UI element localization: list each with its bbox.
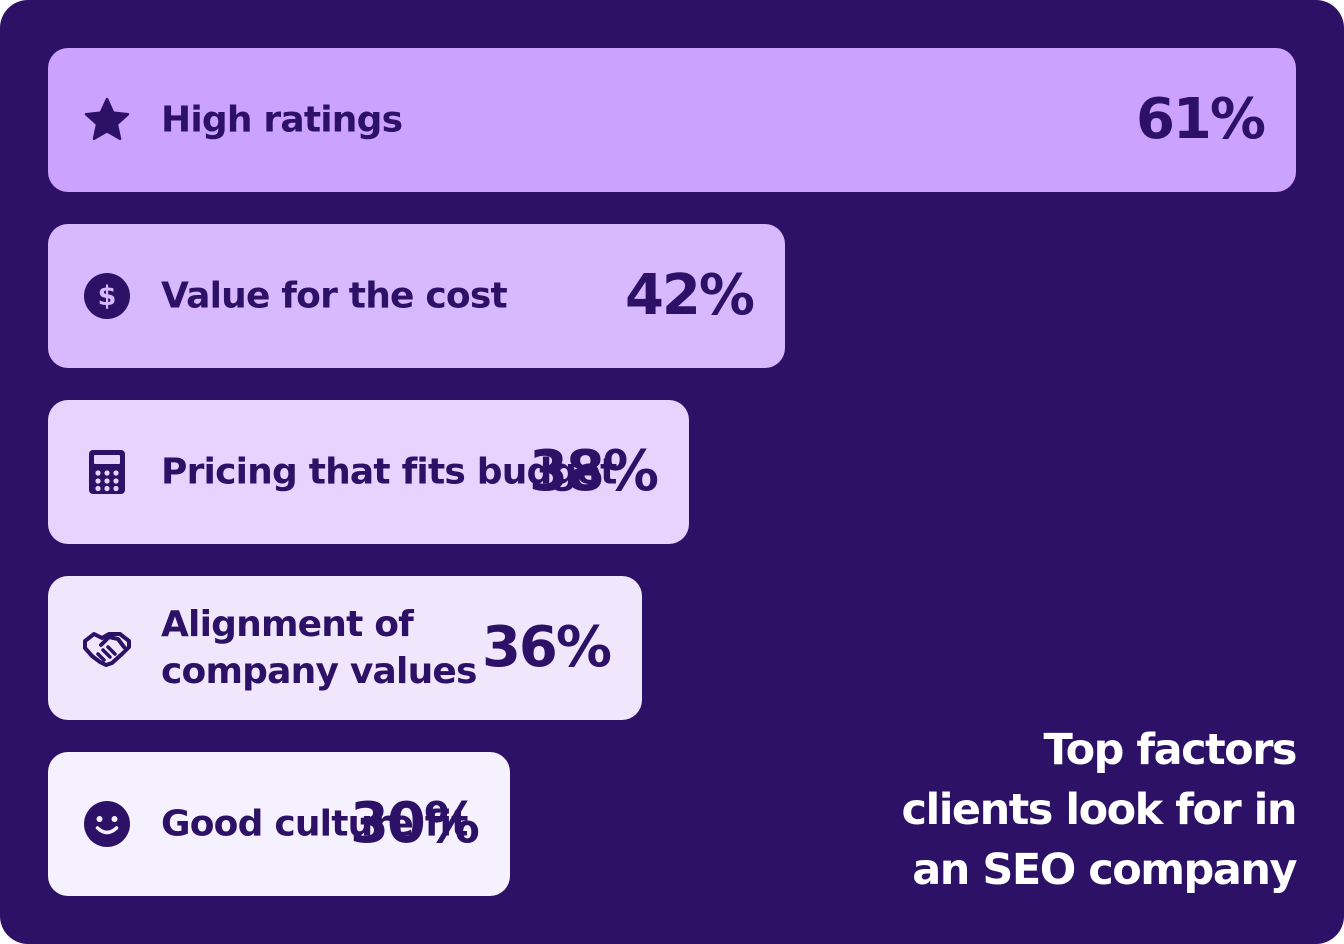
- dollar-icon: $: [82, 271, 132, 321]
- bar-value: 38%: [528, 439, 659, 504]
- handshake-icon: [82, 623, 132, 673]
- bar-label: Pricing that fits budget: [161, 451, 617, 493]
- bar-label: Alignment of company values: [161, 604, 477, 692]
- bar-culture-fit: Good culture fit 30%: [48, 752, 510, 896]
- bar-label: Good culture fit: [161, 803, 468, 845]
- bar-value: 42%: [624, 263, 755, 328]
- smiley-icon: [82, 799, 132, 849]
- bar-value: 61%: [1135, 87, 1266, 152]
- bar-value-for-cost: $ Value for the cost 42%: [48, 224, 785, 368]
- bar-value: 30%: [349, 791, 480, 856]
- chart-title: Top factors clients look for in an SEO c…: [901, 725, 1297, 895]
- bar-high-ratings: High ratings 61%: [48, 48, 1296, 192]
- bar-value: 36%: [481, 615, 612, 680]
- star-icon: [82, 95, 132, 145]
- bar-company-values: Alignment of company values 36%: [48, 576, 642, 720]
- bar-pricing-budget: Pricing that fits budget 38%: [48, 400, 689, 544]
- svg-text:$: $: [98, 281, 117, 312]
- bar-label: Value for the cost: [161, 275, 508, 317]
- bar-label: High ratings: [161, 99, 403, 141]
- calculator-icon: [82, 447, 132, 497]
